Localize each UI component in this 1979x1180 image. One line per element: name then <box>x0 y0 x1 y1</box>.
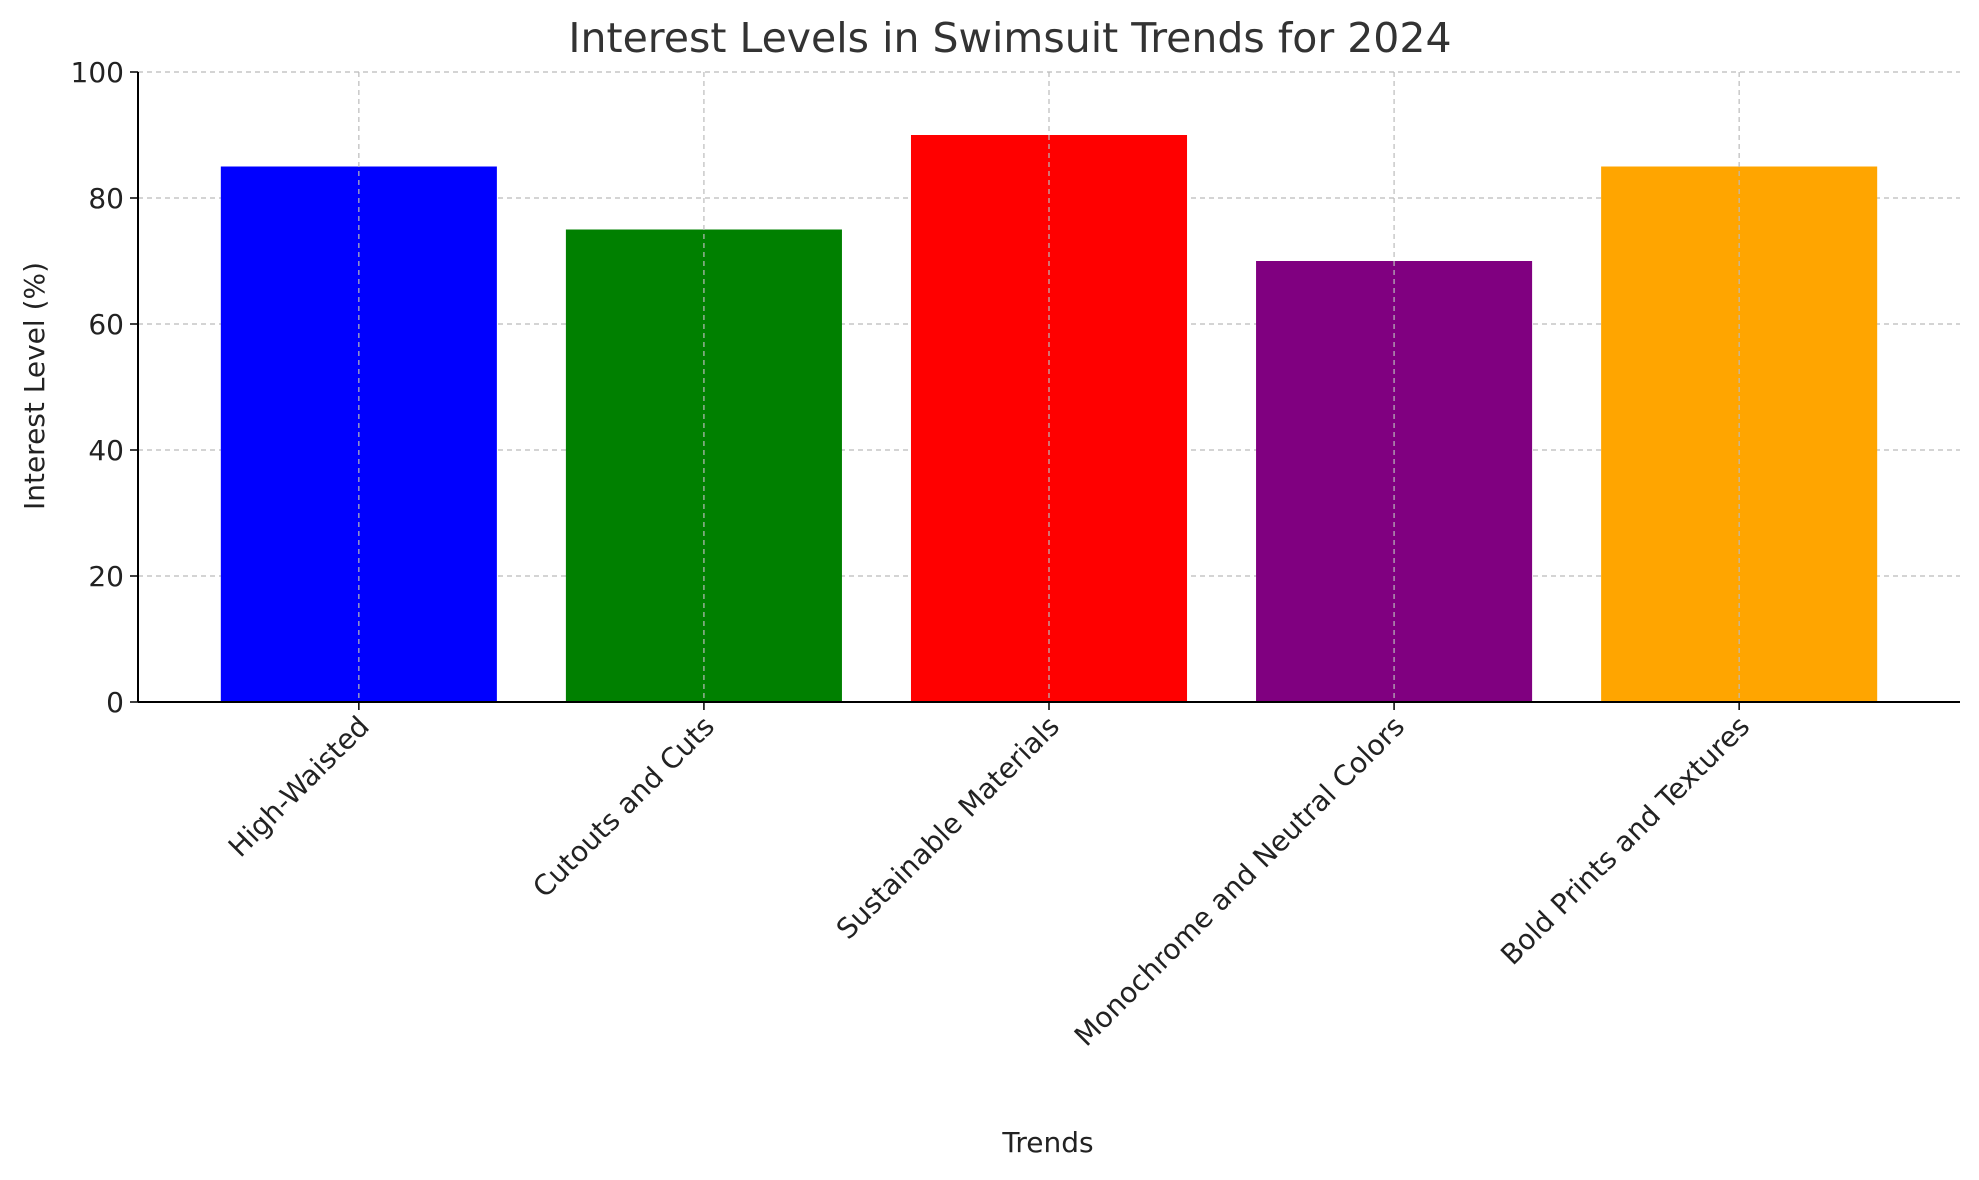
x-tick-label: Sustainable Materials <box>830 710 1066 946</box>
y-tick-label: 80 <box>88 182 124 215</box>
y-tick-label: 0 <box>106 686 124 719</box>
x-axis-label: Trends <box>1001 1126 1093 1159</box>
x-tick-label: Monochrome and Neutral Colors <box>1068 710 1411 1053</box>
y-tick-label: 20 <box>88 560 124 593</box>
chart-title: Interest Levels in Swimsuit Trends for 2… <box>568 14 1451 62</box>
y-tick-label: 40 <box>88 434 124 467</box>
x-tick-label: Bold Prints and Textures <box>1494 710 1756 972</box>
y-tick-label: 60 <box>88 308 124 341</box>
x-tick-label: High-Waisted <box>222 710 376 864</box>
x-tick-label: Cutouts and Cuts <box>526 710 720 904</box>
y-tick-label: 100 <box>71 56 124 89</box>
y-axis-label: Interest Level (%) <box>18 262 51 510</box>
